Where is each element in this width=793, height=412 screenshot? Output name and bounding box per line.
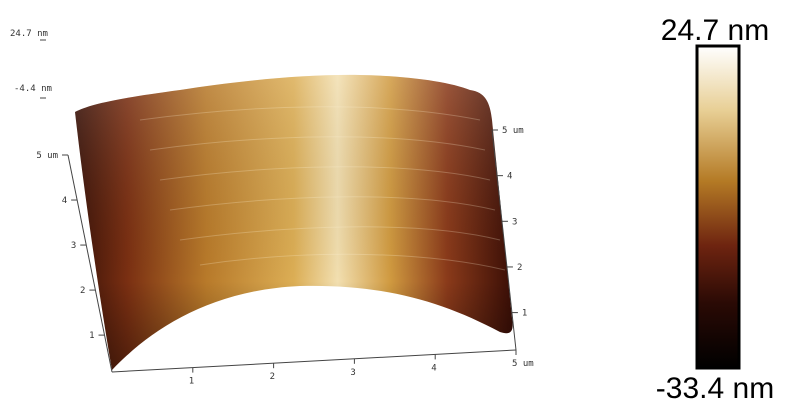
left-label: 5 um: [36, 151, 58, 161]
bottom-label: 5 um: [512, 359, 534, 369]
right-label: 5 um: [502, 126, 524, 136]
bottom-label: 3: [350, 368, 355, 378]
left-label: 1: [89, 331, 94, 341]
afm-view: 24.7 nm -4.4 nm 5 um 4 3 2 1 1 2 3 4 5 um 5 um 4 3 2 1…: [0, 0, 793, 412]
right-label: 2: [517, 263, 522, 273]
z-label: 24.7 nm: [10, 29, 48, 39]
right-label: 3: [512, 217, 517, 227]
surface-shade: [75, 75, 513, 370]
left-label: 3: [71, 241, 76, 251]
colorbar: [697, 46, 739, 368]
right-label: 1: [522, 309, 527, 319]
z-label: -4.4 nm: [14, 84, 52, 94]
bottom-label: 4: [431, 363, 436, 373]
bottom-label: 1: [189, 377, 194, 387]
right-label: 4: [507, 172, 512, 182]
left-label: 4: [62, 196, 67, 206]
left-label: 2: [80, 286, 85, 296]
bottom-axis: [112, 350, 516, 372]
colorbar-max: 24.7 nm: [661, 14, 769, 47]
bottom-label: 2: [270, 372, 275, 382]
surface: [75, 75, 513, 370]
colorbar-min: -33.4 nm: [656, 372, 774, 405]
